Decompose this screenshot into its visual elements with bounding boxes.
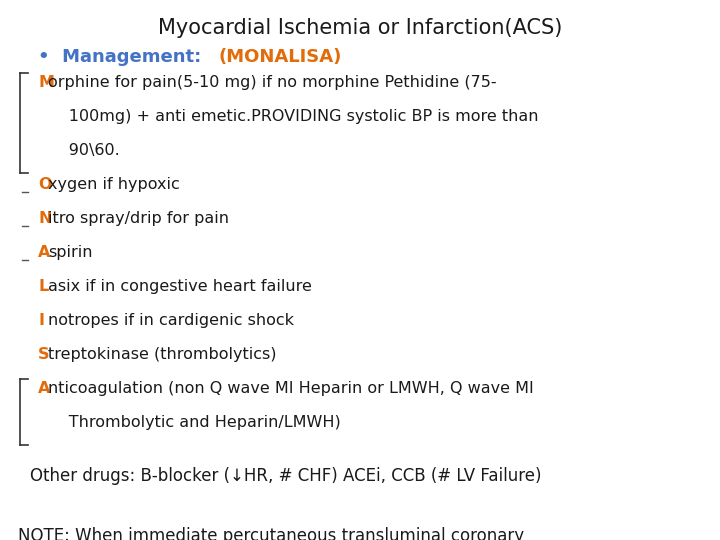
Text: xygen if hypoxic: xygen if hypoxic	[48, 177, 180, 192]
Text: N: N	[38, 211, 52, 226]
Text: A: A	[38, 245, 50, 260]
Text: S: S	[38, 347, 50, 362]
Text: treptokinase (thrombolytics): treptokinase (thrombolytics)	[48, 347, 276, 362]
Text: A: A	[38, 381, 50, 396]
Text: L: L	[38, 279, 48, 294]
Text: (MONALISA): (MONALISA)	[218, 48, 341, 66]
Text: M: M	[38, 75, 54, 90]
Text: spirin: spirin	[48, 245, 92, 260]
Text: nticoagulation (non Q wave MI Heparin or LMWH, Q wave MI: nticoagulation (non Q wave MI Heparin or…	[48, 381, 534, 396]
Text: asix if in congestive heart failure: asix if in congestive heart failure	[48, 279, 312, 294]
Text: O: O	[38, 177, 52, 192]
Text: 100mg) + anti emetic.PROVIDING systolic BP is more than: 100mg) + anti emetic.PROVIDING systolic …	[38, 109, 539, 124]
Text: notropes if in cardigenic shock: notropes if in cardigenic shock	[48, 313, 294, 328]
Text: Other drugs: B-blocker (↓HR, # CHF) ACEi, CCB (# LV Failure): Other drugs: B-blocker (↓HR, # CHF) ACEi…	[30, 467, 541, 485]
Text: NOTE: When immediate percutaneous transluminal coronary: NOTE: When immediate percutaneous transl…	[18, 527, 524, 540]
Text: Myocardial Ischemia or Infarction(ACS): Myocardial Ischemia or Infarction(ACS)	[158, 18, 562, 38]
Text: I: I	[38, 313, 44, 328]
Text: 90\60.: 90\60.	[38, 143, 120, 158]
Text: •  Management:: • Management:	[38, 48, 207, 66]
Text: itro spray/drip for pain: itro spray/drip for pain	[48, 211, 229, 226]
Text: Thrombolytic and Heparin/LMWH): Thrombolytic and Heparin/LMWH)	[38, 415, 341, 430]
Text: orphine for pain(5-10 mg) if no morphine Pethidine (75-: orphine for pain(5-10 mg) if no morphine…	[48, 75, 497, 90]
